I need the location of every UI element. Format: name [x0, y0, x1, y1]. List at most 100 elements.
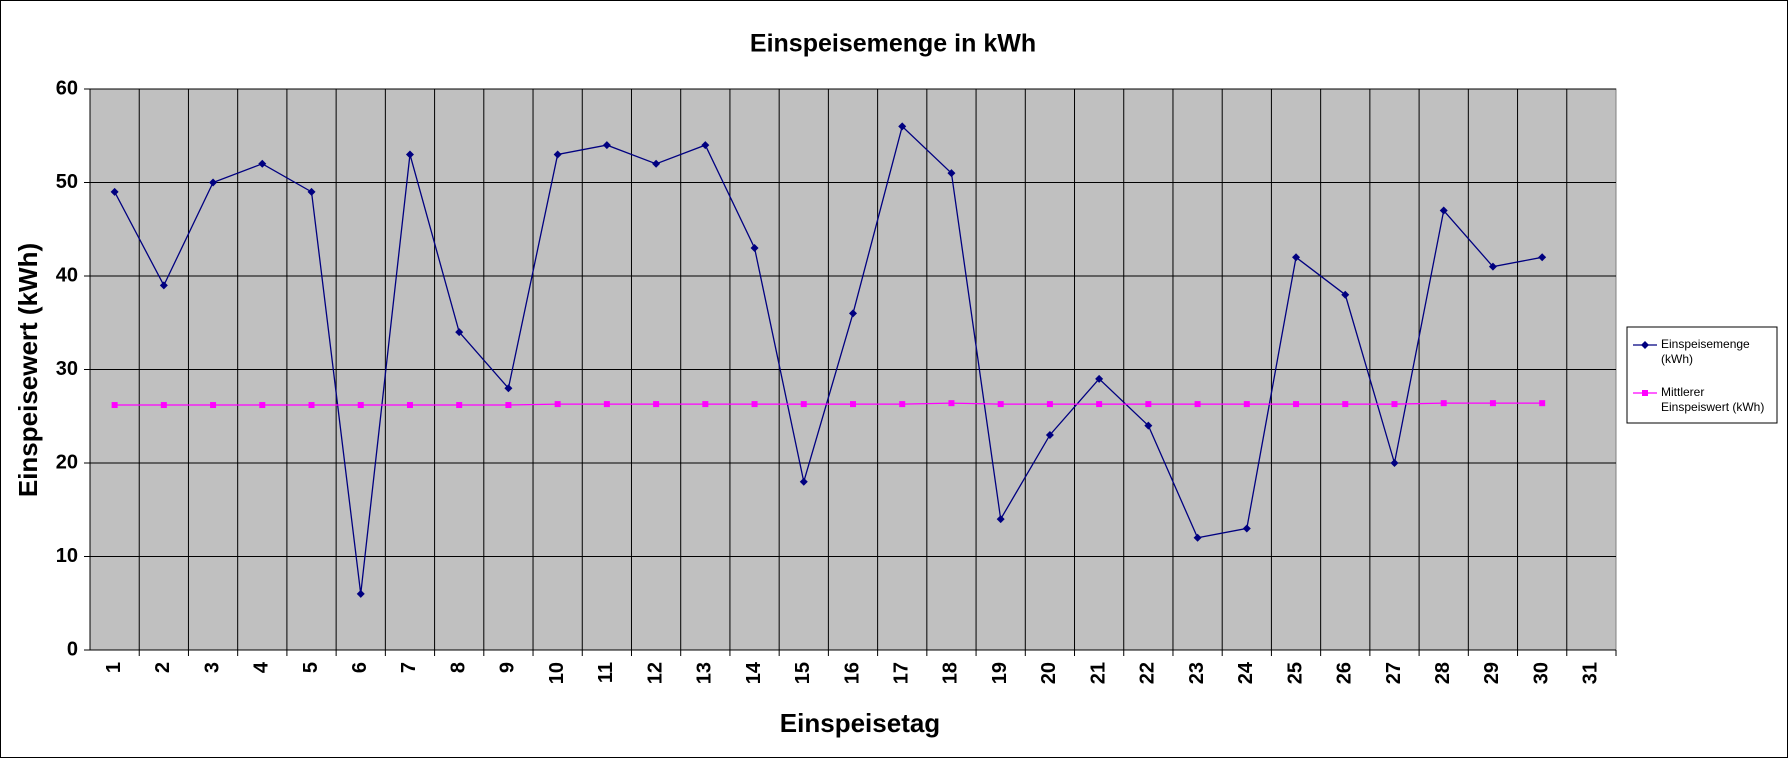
y-tick-label: 60 — [56, 77, 78, 99]
marker — [751, 401, 758, 408]
x-tick-label: 7 — [398, 662, 420, 673]
marker — [702, 401, 709, 408]
x-tick-label: 15 — [792, 662, 814, 684]
marker — [356, 589, 365, 598]
marker — [849, 309, 857, 318]
marker — [1390, 459, 1399, 467]
marker — [1242, 524, 1251, 533]
x-tick-label: 2 — [152, 662, 174, 673]
legend-label: Einspeisemenge (kWh) — [1661, 337, 1750, 366]
x-tick-label: 12 — [644, 662, 666, 684]
y-axis-title: Einspeisewert (kWh) — [13, 243, 43, 497]
x-axis-title: Einspeisetag — [780, 708, 940, 738]
marker — [160, 402, 167, 409]
x-tick-label: 16 — [841, 662, 863, 684]
y-tick-label: 0 — [67, 638, 78, 660]
x-tick-label: 22 — [1137, 662, 1159, 684]
marker — [455, 328, 464, 337]
legend-label-box: Einspeisemenge (kWh) — [1661, 337, 1750, 366]
x-tick-label: 13 — [694, 662, 716, 684]
marker — [1488, 262, 1497, 271]
x-tick-label: 8 — [447, 662, 469, 673]
x-tick-label: 3 — [201, 662, 223, 673]
marker — [357, 402, 364, 409]
marker — [1194, 401, 1201, 408]
marker — [1096, 401, 1103, 408]
y-tick-label: 30 — [56, 358, 78, 380]
x-tick-label: 21 — [1087, 662, 1109, 684]
x-tick-label: 11 — [595, 662, 617, 683]
marker — [308, 402, 315, 409]
legend-label: Mittlerer Einspeiswert (kWh) — [1661, 385, 1765, 414]
marker — [258, 159, 267, 168]
x-tick-label: 17 — [891, 662, 913, 684]
marker — [652, 159, 661, 168]
x-tick-label: 10 — [546, 662, 568, 684]
y-tick-label: 10 — [56, 545, 78, 567]
x-tick-label: 25 — [1284, 662, 1306, 684]
x-tick-label: 1 — [103, 662, 125, 673]
marker — [1539, 400, 1546, 407]
marker — [1642, 390, 1648, 396]
x-tick-label: 5 — [300, 662, 322, 673]
marker — [1046, 401, 1053, 408]
series-line — [114, 402, 1543, 406]
marker — [1145, 401, 1152, 408]
y-tick-label: 20 — [56, 451, 78, 473]
marker — [948, 400, 955, 407]
marker — [1440, 400, 1447, 407]
marker — [554, 401, 561, 408]
marker — [1045, 430, 1054, 439]
x-tick-label: 28 — [1432, 662, 1454, 684]
marker — [947, 169, 956, 178]
marker — [1292, 253, 1301, 262]
marker — [553, 150, 562, 159]
marker — [1342, 401, 1349, 408]
marker — [405, 150, 414, 159]
marker — [799, 477, 808, 486]
marker — [1144, 421, 1153, 430]
x-tick-label: 29 — [1481, 662, 1503, 684]
x-tick-label: 19 — [989, 662, 1011, 684]
marker — [159, 281, 168, 290]
x-tick-label: 30 — [1530, 662, 1552, 684]
marker — [210, 402, 217, 409]
x-tick-label: 23 — [1186, 662, 1208, 684]
marker — [307, 187, 316, 196]
marker — [1293, 401, 1300, 408]
chart-title: Einspeisemenge in kWh — [750, 30, 1036, 58]
y-tick-label: 40 — [56, 264, 78, 286]
marker — [1243, 401, 1250, 408]
marker — [1538, 253, 1547, 262]
marker — [1391, 401, 1398, 408]
marker — [110, 187, 119, 196]
marker — [800, 401, 807, 408]
x-tick-label: 24 — [1235, 661, 1257, 684]
marker — [653, 401, 660, 408]
marker — [1641, 341, 1649, 349]
marker — [996, 515, 1005, 524]
marker — [850, 401, 856, 408]
x-tick-label: 9 — [497, 662, 519, 673]
marker — [898, 122, 907, 131]
marker — [1341, 290, 1350, 299]
y-tick-label: 50 — [56, 171, 78, 193]
marker — [1439, 206, 1448, 215]
marker — [456, 402, 463, 409]
x-tick-label: 6 — [349, 662, 371, 673]
marker — [997, 401, 1004, 408]
marker — [1095, 374, 1104, 383]
marker — [504, 384, 513, 393]
marker — [259, 402, 266, 409]
legend-box — [1626, 326, 1778, 424]
x-tick-label: 20 — [1038, 662, 1060, 684]
marker — [899, 401, 906, 408]
x-tick-label: 18 — [940, 662, 962, 684]
marker — [1193, 533, 1202, 542]
x-tick-label: 27 — [1383, 662, 1405, 684]
legend-label-box: Mittlerer Einspeiswert (kWh) — [1661, 385, 1765, 414]
marker — [209, 178, 218, 187]
marker — [603, 401, 610, 408]
x-tick-label: 31 — [1580, 662, 1602, 684]
